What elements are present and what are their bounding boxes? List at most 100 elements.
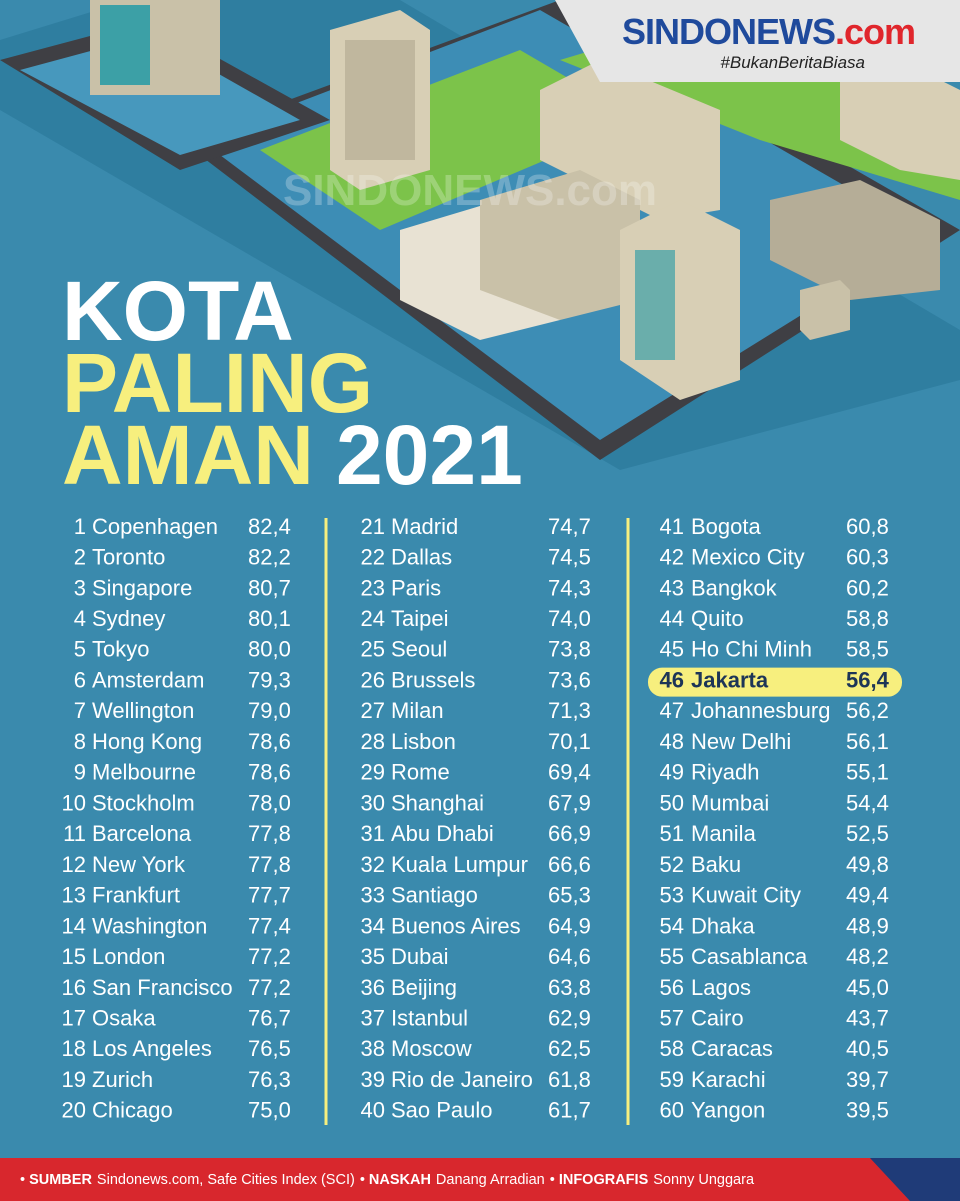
score: 43,7 xyxy=(846,1005,889,1030)
score: 80,0 xyxy=(248,637,291,662)
rank: 58 xyxy=(660,1036,684,1061)
score: 64,9 xyxy=(548,913,591,938)
score: 66,9 xyxy=(548,821,591,846)
city: Taipei xyxy=(391,606,448,631)
score: 74,0 xyxy=(548,606,591,631)
rank: 1 xyxy=(74,514,86,539)
rank: 37 xyxy=(361,1005,385,1030)
city: Sydney xyxy=(92,606,165,631)
score: 63,8 xyxy=(548,975,591,1000)
rank: 46 xyxy=(660,667,684,692)
rank: 14 xyxy=(62,913,86,938)
city: Mexico City xyxy=(691,545,805,570)
city: Bangkok xyxy=(691,575,778,600)
score: 58,5 xyxy=(846,637,889,662)
rank: 12 xyxy=(62,852,86,877)
title-line: KOTA xyxy=(62,264,294,358)
rank: 42 xyxy=(660,545,684,570)
city: Casablanca xyxy=(691,944,808,969)
rank: 32 xyxy=(361,852,385,877)
score: 78,0 xyxy=(248,790,291,815)
rank: 17 xyxy=(62,1005,86,1030)
score: 52,5 xyxy=(846,821,889,846)
city: Washington xyxy=(92,913,207,938)
city: Santiago xyxy=(391,883,478,908)
score: 76,5 xyxy=(248,1036,291,1061)
city: Abu Dhabi xyxy=(391,821,494,846)
score: 82,2 xyxy=(248,545,291,570)
rank: 51 xyxy=(660,821,684,846)
city: Sao Paulo xyxy=(391,1098,493,1123)
score: 77,7 xyxy=(248,883,291,908)
footer-text: Sindonews.com, Safe Cities Index (SCI) xyxy=(97,1172,355,1188)
city: New Delhi xyxy=(691,729,791,754)
score: 48,9 xyxy=(846,913,889,938)
city: Rome xyxy=(391,760,450,785)
footer-sep: • xyxy=(360,1172,365,1188)
watermark: SINDONEWS.com xyxy=(283,166,657,215)
city: Buenos Aires xyxy=(391,913,521,938)
rank: 31 xyxy=(361,821,385,846)
score: 79,3 xyxy=(248,667,291,692)
score: 48,2 xyxy=(846,944,889,969)
rank: 55 xyxy=(660,944,684,969)
title-line: AMAN 2021 xyxy=(62,408,523,502)
city: Hong Kong xyxy=(92,729,202,754)
row-highlight xyxy=(648,667,902,697)
rank: 52 xyxy=(660,852,684,877)
score: 74,7 xyxy=(548,514,591,539)
score: 79,0 xyxy=(248,698,291,723)
city: Dhaka xyxy=(691,913,755,938)
score: 77,8 xyxy=(248,852,291,877)
rank: 39 xyxy=(361,1067,385,1092)
footer-text: Sonny Unggara xyxy=(653,1172,755,1188)
brand-suffix: .com xyxy=(835,11,915,52)
score: 58,8 xyxy=(846,606,889,631)
score: 67,9 xyxy=(548,790,591,815)
rank: 26 xyxy=(361,667,385,692)
rank: 27 xyxy=(361,698,385,723)
rank: 8 xyxy=(74,729,86,754)
city: Tokyo xyxy=(92,637,149,662)
score: 56,2 xyxy=(846,698,889,723)
score: 56,4 xyxy=(846,667,890,692)
rank: 4 xyxy=(74,606,86,631)
rank: 56 xyxy=(660,975,684,1000)
city: San Francisco xyxy=(92,975,233,1000)
rank: 30 xyxy=(361,790,385,815)
rank: 9 xyxy=(74,760,86,785)
rank: 47 xyxy=(660,698,684,723)
city: Cairo xyxy=(691,1005,744,1030)
rank: 28 xyxy=(361,729,385,754)
city: Riyadh xyxy=(691,760,759,785)
city: Kuwait City xyxy=(691,883,801,908)
score: 78,6 xyxy=(248,760,291,785)
city: Moscow xyxy=(391,1036,472,1061)
city: Madrid xyxy=(391,514,458,539)
city: Zurich xyxy=(92,1067,153,1092)
city: Bogota xyxy=(691,514,761,539)
city: Barcelona xyxy=(92,821,192,846)
score: 69,4 xyxy=(548,760,591,785)
score: 82,4 xyxy=(248,514,291,539)
score: 49,8 xyxy=(846,852,889,877)
rank: 29 xyxy=(361,760,385,785)
city: New York xyxy=(92,852,186,877)
score: 64,6 xyxy=(548,944,591,969)
city: Lisbon xyxy=(391,729,456,754)
city: Baku xyxy=(691,852,741,877)
rank: 18 xyxy=(62,1036,86,1061)
rank: 48 xyxy=(660,729,684,754)
score: 73,8 xyxy=(548,637,591,662)
rank: 10 xyxy=(62,790,86,815)
rank: 7 xyxy=(74,698,86,723)
score: 75,0 xyxy=(248,1098,291,1123)
score: 71,3 xyxy=(548,698,591,723)
score: 60,3 xyxy=(846,545,889,570)
rank: 60 xyxy=(660,1098,684,1123)
score: 61,8 xyxy=(548,1067,591,1092)
score: 70,1 xyxy=(548,729,591,754)
rank: 36 xyxy=(361,975,385,1000)
city: Milan xyxy=(391,698,444,723)
